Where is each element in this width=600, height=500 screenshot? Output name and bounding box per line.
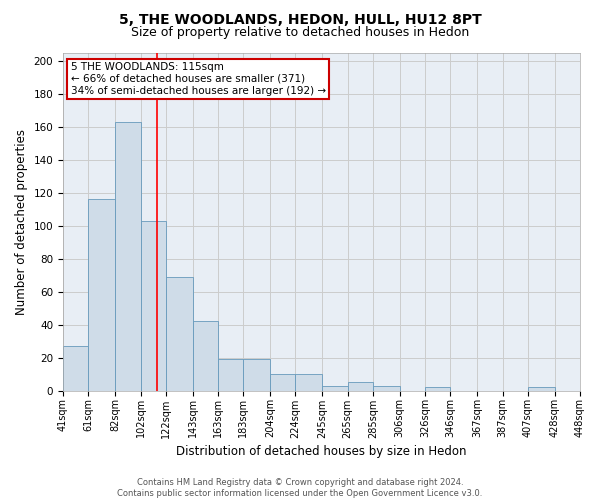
Bar: [63, 346, 88, 391]
Text: Size of property relative to detached houses in Hedon: Size of property relative to detached ho…: [131, 26, 469, 39]
Bar: [218, 359, 244, 390]
Bar: [193, 322, 218, 390]
Bar: [425, 387, 451, 390]
Bar: [528, 387, 554, 390]
Bar: [347, 382, 373, 390]
Bar: [322, 386, 347, 390]
Bar: [88, 200, 115, 390]
Text: 5, THE WOODLANDS, HEDON, HULL, HU12 8PT: 5, THE WOODLANDS, HEDON, HULL, HU12 8PT: [119, 12, 481, 26]
Bar: [140, 220, 166, 390]
Bar: [373, 386, 400, 390]
Bar: [295, 374, 322, 390]
Y-axis label: Number of detached properties: Number of detached properties: [15, 128, 28, 314]
X-axis label: Distribution of detached houses by size in Hedon: Distribution of detached houses by size …: [176, 444, 467, 458]
Bar: [115, 122, 140, 390]
Bar: [244, 359, 270, 390]
Text: Contains HM Land Registry data © Crown copyright and database right 2024.
Contai: Contains HM Land Registry data © Crown c…: [118, 478, 482, 498]
Bar: [166, 277, 193, 390]
Text: 5 THE WOODLANDS: 115sqm
← 66% of detached houses are smaller (371)
34% of semi-d: 5 THE WOODLANDS: 115sqm ← 66% of detache…: [71, 62, 326, 96]
Bar: [270, 374, 295, 390]
